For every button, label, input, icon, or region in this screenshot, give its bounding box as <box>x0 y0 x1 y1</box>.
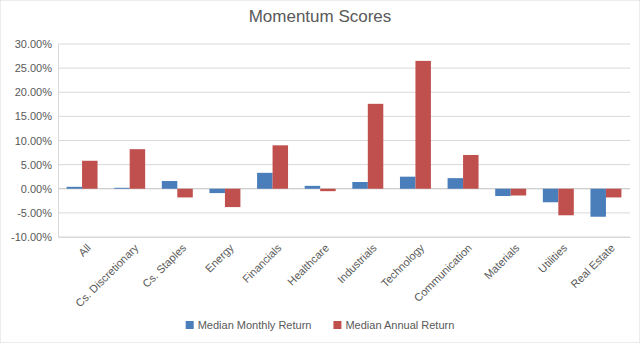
bar <box>415 61 430 189</box>
bar <box>511 189 526 196</box>
y-tick-label: 10.00% <box>15 135 53 147</box>
chart: Momentum Scores -10.00% -5.00% 0.00% 5.00% 10… <box>0 0 640 343</box>
x-tick-label: Financials <box>240 241 284 285</box>
x-tick-label: Communication <box>412 241 475 304</box>
x-tick-label: Materials <box>482 241 522 281</box>
bar <box>320 189 335 191</box>
x-tick: Financials <box>240 237 284 285</box>
x-tick: Industrials <box>335 237 379 285</box>
x-tick: Cs. Discretionary <box>73 237 141 309</box>
y-tick: -5.00% <box>17 207 58 219</box>
bar <box>114 187 129 189</box>
grid-line <box>58 116 630 117</box>
x-tick: Utilities <box>536 237 570 275</box>
bar <box>130 149 145 189</box>
y-tick-label: -5.00% <box>17 207 52 219</box>
bar <box>82 161 97 189</box>
x-tick-label: Industrials <box>335 241 379 285</box>
y-tick: 5.00% <box>21 159 58 171</box>
bar <box>67 187 82 189</box>
grid-line <box>58 44 630 45</box>
x-tick-label: Cs. Staples <box>140 241 189 290</box>
x-tick: Cs. Staples <box>140 237 189 290</box>
bar <box>590 189 605 217</box>
bar <box>368 104 383 189</box>
title: Momentum Scores <box>249 7 392 26</box>
bar <box>225 189 240 207</box>
x-tick-label: Energy <box>203 241 236 274</box>
y-tick-label: 15.00% <box>15 110 53 122</box>
bar <box>305 186 320 189</box>
x-tick-label: Cs. Discretionary <box>73 241 141 309</box>
x-tick: All <box>76 237 93 259</box>
bar <box>495 189 510 196</box>
y-tick-label: 5.00% <box>21 159 52 171</box>
legend-item: Median Annual Return <box>333 319 454 331</box>
grid <box>58 44 630 237</box>
y-tick: 0.00% <box>21 183 58 195</box>
y-tick: 10.00% <box>15 135 58 147</box>
x-tick-label: Healthcare <box>285 241 331 287</box>
grid-line <box>58 140 630 141</box>
y-tick-label: 25.00% <box>15 62 53 74</box>
bar-series <box>67 173 606 217</box>
y-tick: 20.00% <box>15 86 58 98</box>
bar <box>177 189 192 198</box>
legend-item: Median Monthly Return <box>186 319 312 331</box>
bar <box>162 181 177 189</box>
legend-swatch <box>333 321 341 329</box>
y-tick: 25.00% <box>15 62 58 74</box>
x-tick: Energy <box>203 237 236 275</box>
y-tick: -10.00% <box>11 231 58 243</box>
x-tick: Technology <box>379 237 427 289</box>
x-tick-label: Utilities <box>536 241 570 275</box>
bar <box>352 182 367 189</box>
x-tick: Communication <box>412 237 475 304</box>
y-tick-label: 30.00% <box>15 38 53 50</box>
y-tick-label: 0.00% <box>21 183 52 195</box>
x-axis: AllCs. DiscretionaryCs. Staples EnergyFin… <box>59 237 631 309</box>
plot: -10.00% -5.00% 0.00% 5.00% 10.00% 15.00% 20.00… <box>11 38 630 309</box>
grid-line <box>58 212 630 213</box>
y-tick-label: 20.00% <box>15 86 53 98</box>
y-tick: 30.00% <box>15 38 58 50</box>
bar <box>400 177 415 189</box>
grid-line <box>58 68 630 69</box>
bar <box>558 189 573 216</box>
legend: Median Monthly Return Median Annual Retur… <box>186 319 455 331</box>
background <box>0 0 640 343</box>
x-tick: Real Estate <box>568 237 617 290</box>
grid-line <box>58 237 630 238</box>
bar <box>543 189 558 203</box>
x-tick-label: All <box>76 241 93 258</box>
x-tick: Materials <box>482 237 522 282</box>
grid-line <box>58 92 630 93</box>
legend-label: Median Monthly Return <box>198 319 312 331</box>
bar-series <box>82 61 621 215</box>
bar <box>448 178 463 189</box>
bar <box>463 155 478 189</box>
bar <box>257 173 272 189</box>
legend-label: Median Annual Return <box>345 319 454 331</box>
x-tick-label: Technology <box>379 241 427 289</box>
x-axis-line <box>59 237 631 238</box>
bar <box>209 189 224 193</box>
bar <box>606 189 621 198</box>
y-axis: -10.00% -5.00% 0.00% 5.00% 10.00% 15.00% 20.00… <box>11 38 58 243</box>
legend-swatch <box>186 321 194 329</box>
y-axis-line <box>58 45 59 238</box>
x-tick: Healthcare <box>285 237 331 288</box>
x-tick-label: Real Estate <box>568 241 617 290</box>
y-tick: 15.00% <box>15 110 58 122</box>
bars <box>67 61 622 217</box>
y-tick-label: -10.00% <box>11 231 52 243</box>
bar <box>273 145 288 188</box>
